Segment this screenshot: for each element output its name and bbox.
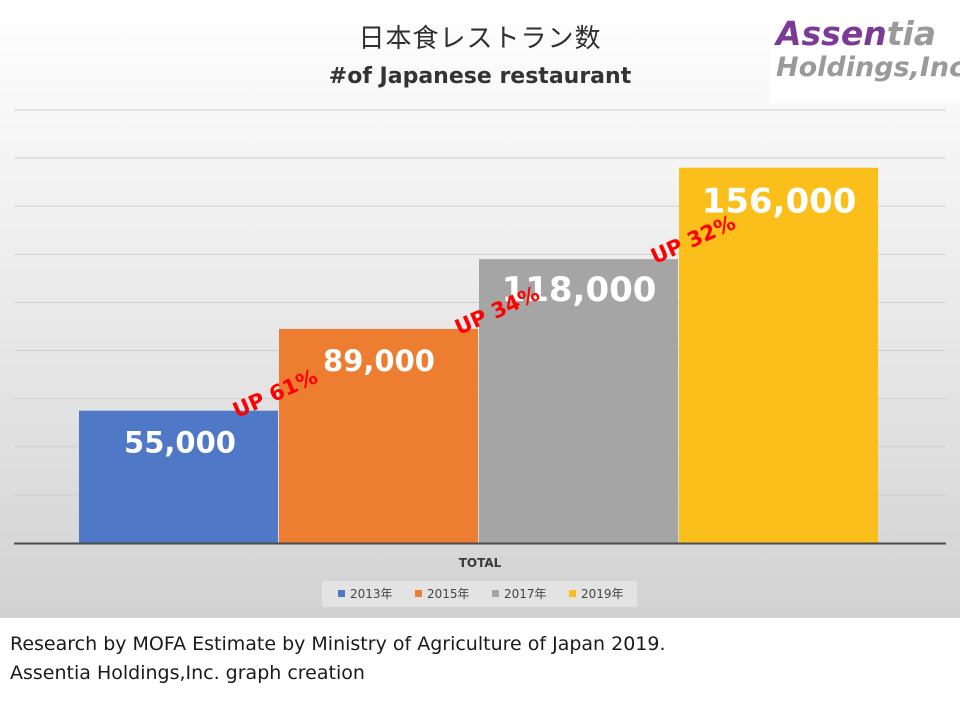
legend-box [322,581,637,607]
legend-swatch [569,590,576,597]
legend-label: 2013年 [350,587,393,601]
legend-swatch [338,590,345,597]
chart-panel: 日本食レストラン数 #of Japanese restaurant 55,000… [0,0,960,618]
logo-wordmark: Assentia [776,14,936,53]
data-label: 89,000 [323,344,435,378]
chart-title: 日本食レストラン数 [358,24,602,54]
legend-label: 2019年 [581,587,624,601]
credit-note: Assentia Holdings,Inc. graph creation [10,662,365,684]
legend-swatch [492,590,499,597]
logo-wordmark-main: Assen [776,14,887,53]
category-label: TOTAL [459,556,502,570]
company-logo: Assentia Holdings,Inc. [770,0,960,103]
legend-swatch [415,590,422,597]
legend-label: 2015年 [427,587,470,601]
logo-subtext: Holdings,Inc. [776,52,960,83]
bar [279,328,478,543]
bar [679,167,878,543]
data-label: 55,000 [124,426,236,460]
data-label: 156,000 [702,182,857,222]
legend-label: 2017年 [504,587,547,601]
bar [479,259,678,543]
data-label: 118,000 [502,270,657,310]
bar [79,410,278,543]
source-note: Research by MOFA Estimate by Ministry of… [10,633,666,655]
logo-wordmark-accent: tia [886,14,937,53]
chart-subtitle: #of Japanese restaurant [328,64,632,89]
